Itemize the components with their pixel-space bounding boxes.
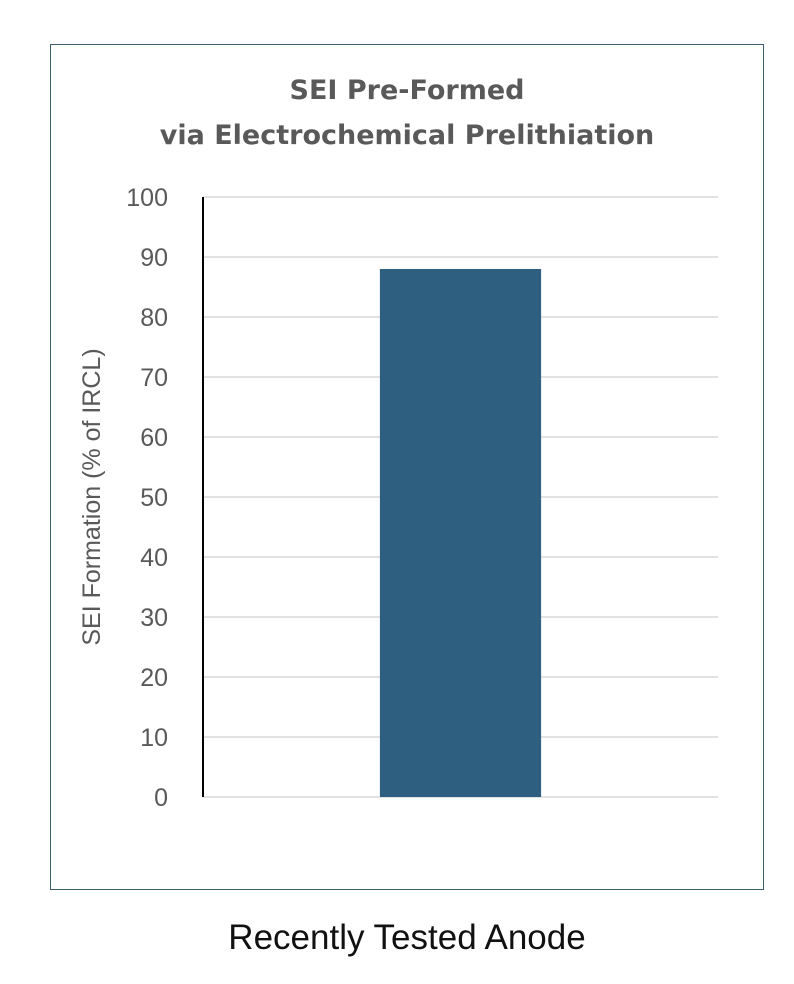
y-tick-label: 0 bbox=[154, 784, 168, 812]
y-tick-label: 90 bbox=[140, 244, 168, 272]
chart-caption: Recently Tested Anode bbox=[228, 918, 586, 957]
y-tick-label: 100 bbox=[126, 184, 168, 212]
y-tick-label: 80 bbox=[140, 304, 168, 332]
y-axis-title: SEI Formation (% of IRCL) bbox=[78, 348, 106, 645]
y-tick-label: 70 bbox=[140, 364, 168, 392]
chart-title-line-1: SEI Pre-Formed bbox=[290, 75, 525, 106]
bar bbox=[379, 269, 542, 797]
y-tick-label: 40 bbox=[140, 544, 168, 572]
bars bbox=[379, 269, 542, 797]
y-tick-label: 30 bbox=[140, 604, 168, 632]
y-tick-label: 20 bbox=[140, 664, 168, 692]
y-tick-labels: 0 10 20 30 40 50 60 70 80 90 100 bbox=[126, 184, 168, 812]
y-tick-label: 60 bbox=[140, 424, 168, 452]
y-tick-label: 50 bbox=[140, 484, 168, 512]
chart-title: SEI Pre-Formed via Electrochemical Preli… bbox=[160, 75, 655, 151]
chart-title-line-2: via Electrochemical Prelithiation bbox=[160, 120, 655, 151]
y-tick-label: 10 bbox=[140, 724, 168, 752]
chart-frame bbox=[50, 44, 764, 890]
